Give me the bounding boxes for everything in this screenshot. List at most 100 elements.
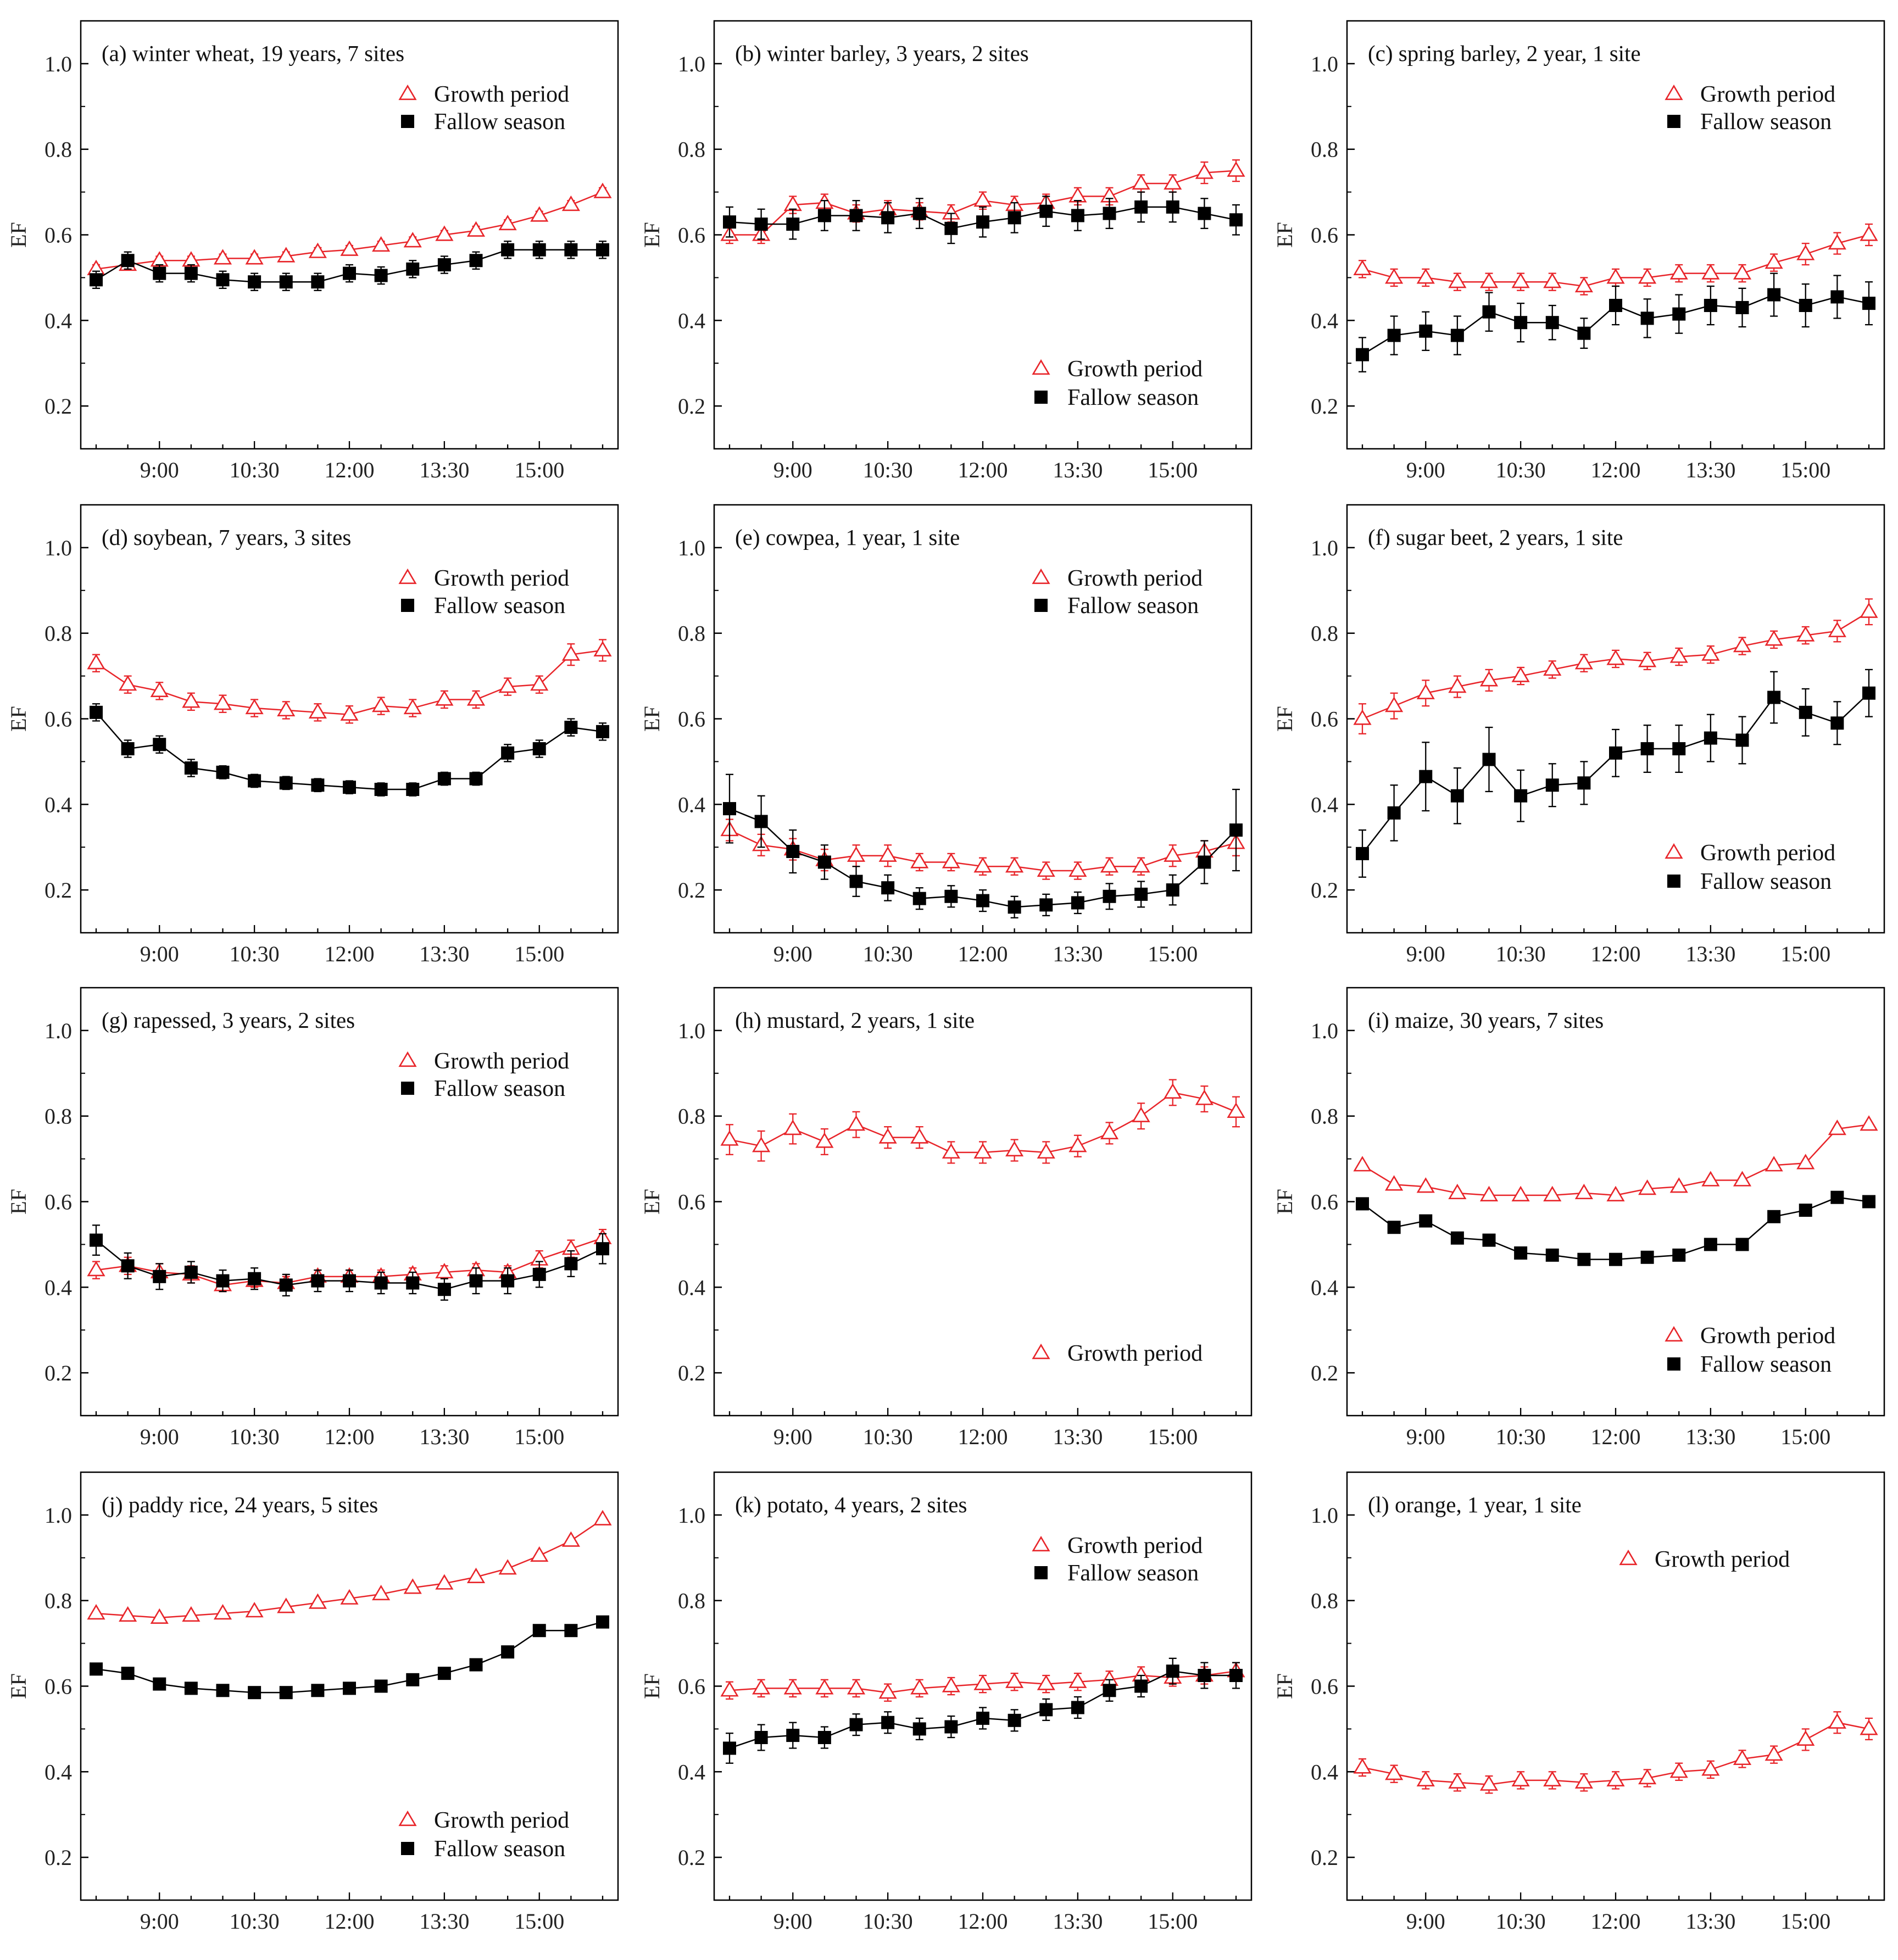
legend-growth-period: Growth period	[1067, 357, 1203, 382]
data-point-square	[121, 1259, 135, 1273]
data-point-triangle	[1701, 1171, 1720, 1187]
data-point-square	[1356, 348, 1369, 361]
data-point-square	[343, 266, 356, 280]
y-tick-label: 1.0	[44, 536, 72, 560]
x-tick-label: 12:00	[324, 458, 374, 482]
series-fallow-season	[90, 1615, 609, 1700]
data-point-triangle	[1606, 1770, 1625, 1787]
y-tick-label: 0.2	[678, 1361, 705, 1385]
data-point-triangle	[1511, 1770, 1530, 1787]
x-tick-label: 9:00	[1406, 1424, 1445, 1449]
data-point-square	[723, 1741, 736, 1755]
data-point-square	[723, 802, 736, 816]
data-point-square	[1450, 1231, 1464, 1245]
data-point-triangle	[1796, 1154, 1815, 1170]
x-tick-label: 12:00	[958, 1424, 1008, 1449]
y-tick-label: 0.8	[1311, 1589, 1338, 1613]
data-point-triangle	[1669, 1177, 1688, 1193]
legend-triangle-icon	[1665, 843, 1683, 859]
data-point-triangle	[1860, 1115, 1878, 1131]
data-point-triangle	[1037, 1674, 1055, 1690]
data-point-square	[1103, 1684, 1116, 1697]
legend-fallow-season: Fallow season	[1067, 385, 1199, 410]
series-growth-period	[720, 1079, 1245, 1164]
x-tick-label: 15:00	[1148, 458, 1198, 482]
y-tick-label: 0.8	[678, 137, 705, 162]
data-point-triangle	[1132, 857, 1150, 873]
data-point-square	[1103, 207, 1116, 220]
legend: Growth period	[1619, 1547, 1790, 1572]
data-point-triangle	[1828, 621, 1846, 637]
panel-7: 0.2 0.4 0.6 0.8 1.0 9:00 10:30 12:00 13:30 15:00 E…	[639, 987, 1253, 1449]
x-tick-label: 10:30	[1496, 942, 1546, 966]
y-tick-label: 0.6	[678, 1674, 705, 1699]
panel-title: (g) rapessed, 3 years, 2 sites	[102, 1007, 355, 1033]
panel-9: 0.2 0.4 0.6 0.8 1.0 9:00 10:30 12:00 13:30 15:00 E…	[6, 1471, 619, 1934]
data-point-triangle	[1701, 645, 1720, 661]
series-growth-period	[1353, 1115, 1878, 1201]
data-point-triangle	[277, 700, 296, 717]
legend-growth-period: Growth period	[1655, 1547, 1790, 1572]
data-point-square	[1735, 300, 1749, 314]
data-point-square	[1166, 883, 1179, 897]
x-tick-label: 9:00	[773, 942, 812, 966]
panel-title: (e) cowpea, 1 year, 1 site	[735, 525, 960, 550]
data-point-triangle	[530, 675, 549, 691]
y-tick-label: 1.0	[678, 536, 705, 560]
data-point-triangle	[403, 1578, 422, 1594]
y-tick-label: 0.6	[1311, 1190, 1338, 1215]
data-point-square	[1830, 290, 1844, 304]
x-tick-label: 15:00	[1148, 1909, 1198, 1934]
data-point-triangle	[245, 698, 264, 715]
series-growth-period	[87, 639, 612, 724]
series-fallow-season	[1356, 272, 1875, 372]
y-tick-label: 1.0	[44, 52, 72, 76]
data-point-triangle	[561, 195, 580, 211]
data-point-square	[1577, 326, 1591, 340]
data-point-square	[1134, 1679, 1148, 1693]
data-point-triangle	[1574, 276, 1593, 293]
legend-triangle-icon	[398, 84, 417, 101]
data-point-square	[912, 1722, 926, 1736]
data-point-triangle	[87, 654, 105, 670]
legend-growth-period: Growth period	[1067, 566, 1203, 591]
data-point-square	[1008, 1713, 1021, 1727]
data-point-square	[723, 215, 736, 229]
x-tick-label: 13:30	[1685, 942, 1735, 966]
series-growth-period	[1353, 598, 1878, 734]
y-tick-label: 1.0	[44, 1503, 72, 1528]
data-point-square	[596, 725, 609, 738]
series-line	[96, 649, 603, 715]
legend-triangle-icon	[1032, 568, 1050, 584]
data-point-square	[1862, 686, 1875, 700]
data-point-triangle	[1669, 647, 1688, 663]
data-point-triangle	[119, 1606, 137, 1622]
data-point-triangle	[119, 675, 137, 691]
x-tick-label: 12:00	[324, 1909, 374, 1934]
data-point-triangle	[372, 697, 391, 712]
data-point-triangle	[213, 249, 232, 265]
data-point-triangle	[1385, 1175, 1404, 1191]
data-point-square	[1419, 770, 1433, 783]
panel-title: (c) spring barley, 2 year, 1 site	[1368, 41, 1641, 66]
data-point-square	[1514, 1246, 1528, 1260]
data-point-triangle	[878, 846, 897, 862]
data-point-square	[1008, 900, 1021, 914]
x-tick-label: 15:00	[514, 1909, 564, 1934]
legend-triangle-icon	[398, 1051, 417, 1067]
x-tick-label: 9:00	[140, 1909, 179, 1934]
data-point-triangle	[561, 645, 580, 661]
data-point-square	[1577, 1252, 1591, 1266]
x-tick-label: 9:00	[140, 458, 179, 482]
x-tick-label: 13:30	[1053, 458, 1103, 482]
panel-10: 0.2 0.4 0.6 0.8 1.0 9:00 10:30 12:00 13:30 15:00 E…	[639, 1471, 1253, 1934]
legend-growth-period: Growth period	[1700, 82, 1835, 107]
x-tick-label: 13:30	[419, 942, 469, 966]
data-point-square	[532, 742, 546, 756]
x-tick-label: 15:00	[1780, 1424, 1830, 1449]
data-point-square	[184, 1681, 198, 1695]
data-point-triangle	[1543, 272, 1562, 288]
y-axis-label: EF	[639, 1189, 664, 1215]
data-point-square	[564, 1624, 578, 1638]
data-point-square	[311, 1274, 325, 1288]
